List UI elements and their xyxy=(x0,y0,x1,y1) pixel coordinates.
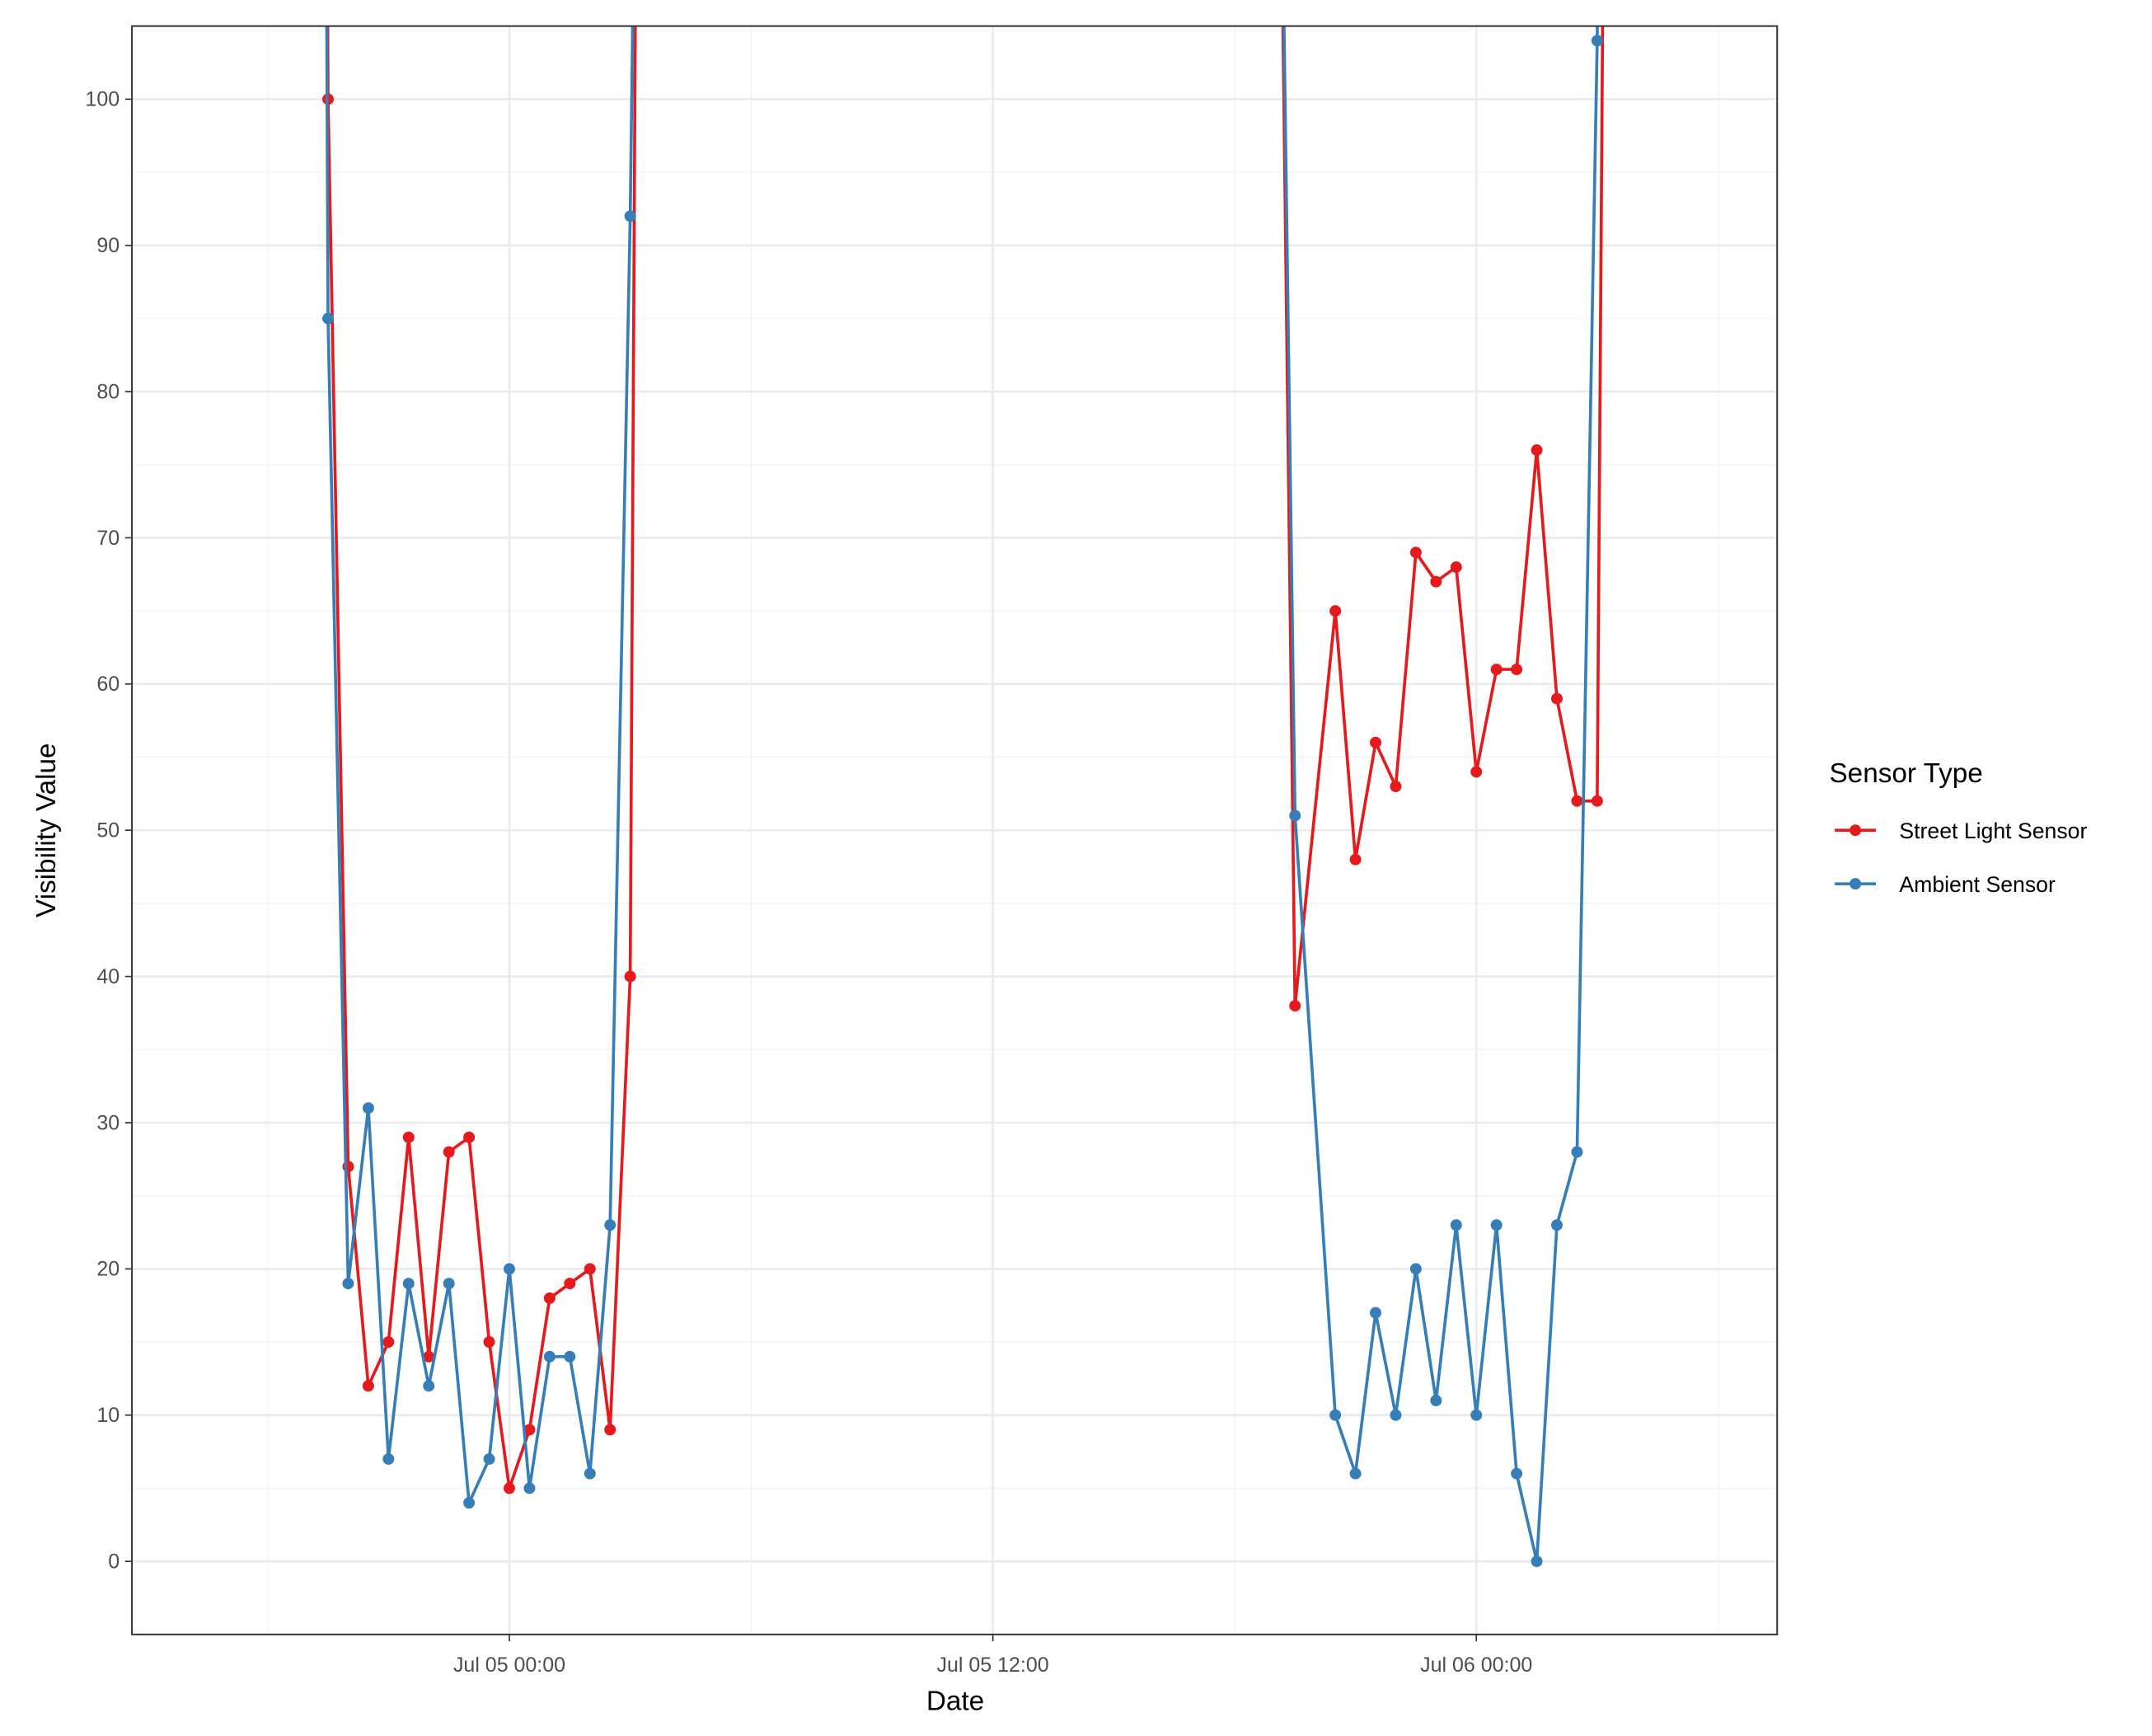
data-point xyxy=(584,1467,596,1480)
data-point xyxy=(543,1292,556,1304)
data-point xyxy=(604,1219,617,1232)
y-tick-label: 0 xyxy=(108,1550,120,1573)
series-line xyxy=(326,26,1605,1490)
data-point xyxy=(1409,1263,1422,1275)
data-point xyxy=(523,1482,536,1494)
data-point xyxy=(1370,736,1381,748)
data-point xyxy=(402,1131,415,1143)
data-point xyxy=(1289,809,1301,822)
data-point xyxy=(423,1380,435,1392)
data-point xyxy=(624,210,636,223)
data-point xyxy=(1430,1395,1442,1406)
data-point xyxy=(362,1380,374,1392)
data-point xyxy=(1329,605,1342,617)
data-point xyxy=(443,1278,455,1290)
data-point xyxy=(1450,561,1462,573)
data-point xyxy=(564,1278,576,1290)
data-point xyxy=(584,1263,596,1275)
data-point xyxy=(1470,1409,1483,1421)
data-point xyxy=(483,1336,495,1349)
data-point xyxy=(1370,1307,1381,1319)
data-point xyxy=(1511,1467,1523,1480)
legend: Street Light Sensor Ambient Sensor xyxy=(1835,819,2087,897)
legend-marker xyxy=(1850,878,1862,890)
data-point xyxy=(503,1263,515,1275)
data-point xyxy=(382,1452,395,1465)
data-point xyxy=(362,1102,374,1114)
data-point xyxy=(322,312,334,325)
data-point xyxy=(503,1482,515,1494)
data-point xyxy=(463,1497,476,1509)
data-point xyxy=(443,1146,455,1158)
legend-marker xyxy=(1850,824,1862,837)
data-point xyxy=(1531,444,1543,457)
data-point xyxy=(1550,692,1563,705)
y-tick-label: 10 xyxy=(96,1404,120,1427)
series-line xyxy=(325,26,1599,1563)
data-point xyxy=(423,1350,435,1363)
legend-title: Sensor Type xyxy=(1829,758,1982,789)
data-point xyxy=(1349,1467,1362,1480)
data-point xyxy=(1289,1000,1301,1012)
data-point xyxy=(1430,575,1442,588)
data-point xyxy=(402,1278,415,1290)
data-point xyxy=(342,1278,354,1290)
data-point xyxy=(1571,1146,1583,1158)
grid xyxy=(132,25,1778,1635)
x-axis-title: Date xyxy=(926,1686,984,1716)
data-point xyxy=(1390,1409,1402,1421)
y-axis-title: Visibility Value xyxy=(31,743,62,917)
legend-label: Street Light Sensor xyxy=(1899,819,2087,843)
data-point xyxy=(564,1350,576,1363)
data-point xyxy=(1490,1219,1503,1232)
y-tick-label: 50 xyxy=(96,819,120,842)
data-point xyxy=(1571,795,1583,807)
data-point xyxy=(624,970,636,983)
data-point xyxy=(1591,795,1603,807)
data-point xyxy=(382,1336,395,1349)
data-point xyxy=(523,1424,536,1436)
y-tick-label: 90 xyxy=(96,234,120,257)
y-tick-label: 80 xyxy=(96,380,120,403)
y-tick-label: 100 xyxy=(85,88,120,111)
plot-area xyxy=(322,26,1605,1568)
x-tick-label: Jul 05 12:00 xyxy=(937,1654,1049,1677)
data-point xyxy=(1349,853,1362,866)
data-point xyxy=(483,1452,495,1465)
data-point xyxy=(1531,1555,1543,1568)
data-point xyxy=(604,1424,617,1436)
data-point xyxy=(1470,766,1483,778)
x-tick-label: Jul 06 00:00 xyxy=(1420,1654,1532,1677)
data-point xyxy=(543,1350,556,1363)
x-tick-label: Jul 05 00:00 xyxy=(453,1654,565,1677)
data-point xyxy=(1329,1409,1342,1421)
data-point xyxy=(1490,664,1503,676)
data-point xyxy=(1591,35,1603,47)
data-point xyxy=(463,1131,476,1143)
data-point xyxy=(1450,1219,1462,1232)
data-point xyxy=(1409,547,1422,559)
axes: 0 10 20 30 40 50 60 70 80 90 100 Jul 05 00:00 Jul 05… xyxy=(85,88,1532,1677)
legend-label: Ambient Sensor xyxy=(1899,872,2056,897)
data-point xyxy=(1511,664,1523,676)
y-tick-label: 70 xyxy=(96,527,120,550)
data-point xyxy=(1550,1219,1563,1232)
y-tick-label: 30 xyxy=(96,1111,120,1134)
y-tick-label: 40 xyxy=(96,965,120,988)
data-point xyxy=(1390,781,1402,792)
y-tick-label: 20 xyxy=(96,1258,120,1281)
y-tick-label: 60 xyxy=(96,673,120,696)
